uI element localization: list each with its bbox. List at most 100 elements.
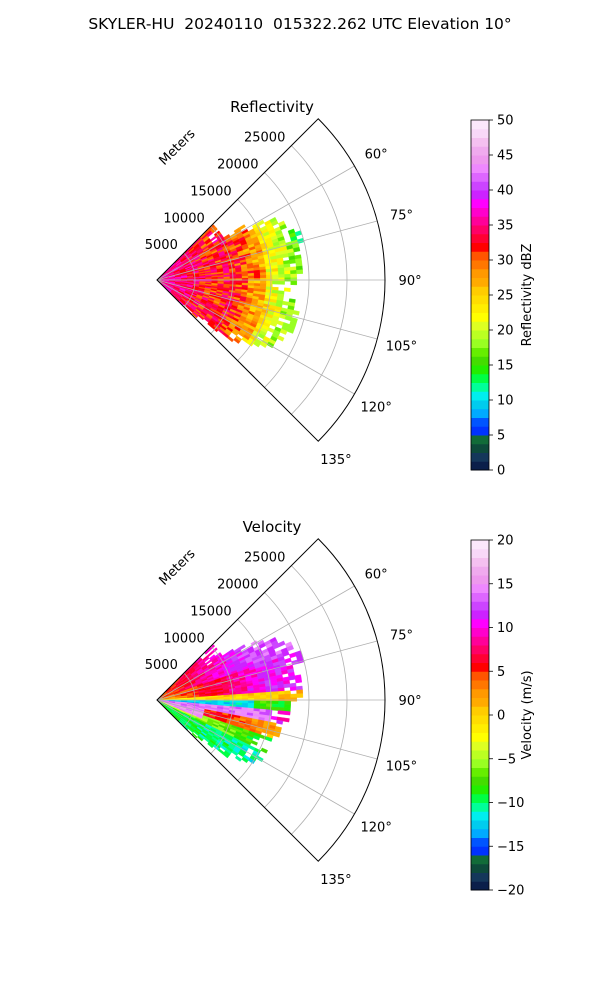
echo-cell (290, 697, 297, 702)
colorbar-segment (471, 802, 489, 812)
echo-cell (272, 697, 279, 702)
echo-cell (247, 692, 255, 697)
r-tick-label: 5000 (145, 658, 178, 673)
colorbar-segment (471, 242, 489, 252)
echo-field (156, 636, 305, 765)
colorbar-tick-label: 45 (497, 149, 514, 164)
colorbar-segment (471, 268, 489, 278)
colorbar-segment (471, 417, 489, 427)
colorbar-segment (471, 548, 489, 558)
echo-cell (278, 274, 285, 279)
colorbar-segment (471, 251, 489, 261)
echo-cell (241, 275, 249, 279)
echo-cell (289, 686, 297, 691)
colorbar-segment (471, 137, 489, 147)
colorbar-segment (471, 443, 489, 453)
echo-cell (265, 691, 273, 696)
echo-cell (253, 695, 261, 699)
colorbar-segment (471, 373, 489, 383)
colorbar-segment (471, 435, 489, 445)
colorbar-segment (471, 365, 489, 375)
panel-title: Velocity (243, 518, 302, 536)
colorbar-segment (471, 426, 489, 436)
colorbar-tick-label: 30 (497, 254, 514, 269)
echo-cell (253, 700, 261, 704)
colorbar-segment (471, 312, 489, 322)
colorbar-tick-label: 35 (497, 219, 514, 234)
echo-cell (290, 281, 297, 286)
echo-cell (260, 280, 267, 285)
echo-cell (235, 276, 243, 279)
echo-cell (296, 689, 304, 695)
echo-cell (266, 280, 273, 285)
colorbar-segment (471, 172, 489, 182)
reflectivity-panel: Reflectivity 5000 10000 15000 20000 25000 Mete… (145, 98, 535, 479)
echo-cell (273, 732, 281, 738)
colorbar-segment (471, 688, 489, 698)
theta-tick-label: 90° (399, 274, 422, 289)
colorbar-segment (471, 198, 489, 208)
theta-tick-label: 135° (320, 873, 351, 888)
colorbar-tick-label: −10 (497, 796, 524, 811)
colorbar-segment (471, 776, 489, 786)
colorbar-label: Reflectivity dBZ (520, 244, 535, 347)
r-tick-label: 10000 (163, 211, 204, 226)
echo-cell (279, 223, 287, 231)
echo-cell (290, 269, 297, 275)
azimuth-spoke (156, 699, 378, 760)
colorbar-segment (471, 671, 489, 681)
echo-cell (277, 267, 285, 272)
echo-cell (278, 280, 285, 285)
colorbar-segment (471, 653, 489, 663)
echo-cell (247, 695, 255, 699)
echo-cell (290, 273, 298, 278)
echo-cell (276, 719, 284, 725)
echo-cell (284, 697, 292, 702)
echo-cell (284, 690, 291, 695)
echo-cell (223, 696, 231, 700)
echo-cell (247, 272, 255, 277)
colorbar-tick-label: 15 (497, 359, 514, 374)
echo-cell (222, 752, 230, 759)
theta-tick-label: 120° (361, 821, 392, 836)
azimuth-spoke (156, 165, 355, 281)
echo-cell (283, 287, 291, 292)
echo-cell (248, 698, 255, 701)
echo-cell (233, 337, 241, 344)
echo-cell (252, 735, 261, 741)
colorbar-segment (471, 286, 489, 296)
echo-cell (265, 736, 273, 742)
polar-grid (156, 565, 385, 835)
colorbar-segment (471, 636, 489, 646)
colorbar-segment (471, 155, 489, 165)
colorbar-segment (471, 837, 489, 847)
colorbar-segment (471, 557, 489, 567)
colorbar-segment (471, 225, 489, 235)
colorbar-segment (471, 618, 489, 628)
azimuth-spoke (156, 220, 378, 281)
echo-cell (253, 340, 261, 348)
echo-cell (254, 697, 261, 702)
echo-cell (246, 340, 254, 347)
echo-cell (265, 271, 273, 276)
r-tick-label: 15000 (190, 184, 231, 199)
echo-cell (272, 703, 279, 708)
echo-cell (260, 277, 267, 282)
theta-tick-label: 135° (320, 453, 351, 468)
echo-cell (278, 277, 285, 282)
colorbar-segment (471, 627, 489, 637)
echo-cell (247, 275, 255, 279)
r-tick-label: 15000 (190, 604, 231, 619)
colorbar-segment (471, 303, 489, 313)
echo-cell (296, 269, 304, 275)
echo-cell (293, 246, 301, 253)
colorbar-segment (471, 356, 489, 366)
echo-cell (276, 335, 285, 342)
echo-cell (234, 755, 242, 762)
colorbar-segment (471, 382, 489, 392)
colorbar-segment (471, 277, 489, 287)
echo-cell (207, 742, 214, 749)
theta-tick-label: 75° (390, 208, 413, 223)
colorbar-segment (471, 338, 489, 348)
colorbar-tick-label: −15 (497, 840, 524, 855)
